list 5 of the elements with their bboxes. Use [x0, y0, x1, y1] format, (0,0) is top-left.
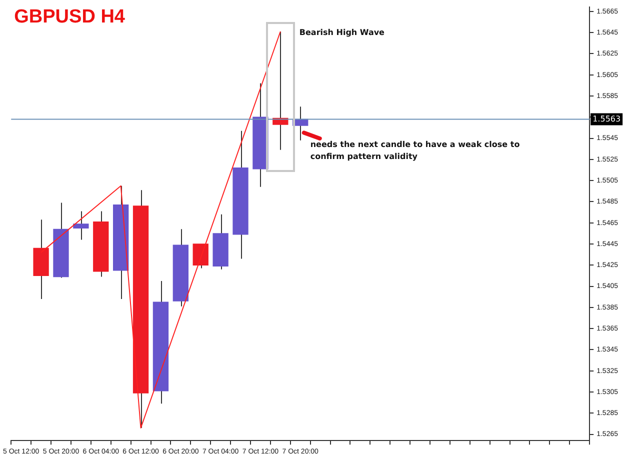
annotation: Bearish High Wave: [299, 26, 384, 38]
annotation: needs the next candle to have a weak close to confirm pattern validity: [310, 138, 521, 163]
chart-title: GBPUSD H4: [14, 6, 126, 28]
candlestick: [73, 210, 89, 240]
ref-line-label: 1.5563: [592, 114, 621, 124]
